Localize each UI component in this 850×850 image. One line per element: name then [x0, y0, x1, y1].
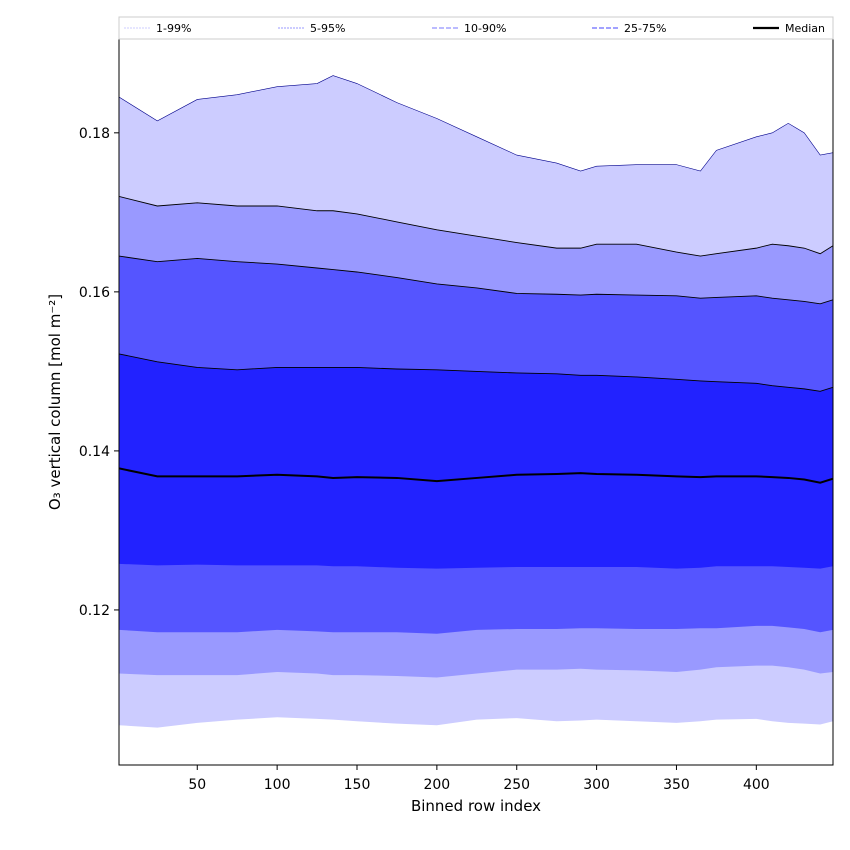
band-upper-edge-10-90% [119, 255, 833, 305]
x-tick-label: 250 [503, 777, 530, 793]
x-axis: 50 100 150 200 250 300 350 400 [188, 765, 770, 793]
median-line [119, 467, 833, 484]
x-tick-label: 50 [188, 777, 206, 793]
legend: 1-99% 5-95% 10-90% 25-75% Median [118, 16, 834, 40]
x-tick-label: 350 [663, 777, 690, 793]
legend-label-10-90%: 10-90% [464, 22, 506, 35]
x-tick-label: 200 [423, 777, 450, 793]
y-tick-label: 0.12 [79, 603, 110, 619]
plot-content [119, 75, 833, 728]
legend-label-25-75%: 25-75% [624, 22, 666, 35]
band-upper-edge-5-95% [119, 196, 833, 257]
legend-frame [118, 16, 834, 40]
legend-label-1-99%: 1-99% [156, 22, 191, 35]
band-25-75% [119, 353, 833, 569]
x-tick-label: 150 [344, 777, 371, 793]
band-upper-edge-25-75% [119, 353, 833, 392]
plot-area [118, 38, 834, 766]
x-tick-label: 100 [264, 777, 291, 793]
y-tick-label: 0.18 [79, 126, 110, 142]
legend-label-Median: Median [785, 22, 825, 35]
y-tick-label: 0.16 [79, 285, 110, 301]
y-axis-label: O₃ vertical column [mol m⁻²] [46, 294, 64, 510]
band-upper-edge-1-99% [119, 75, 833, 172]
y-tick-label: 0.14 [79, 444, 110, 460]
x-tick-label: 400 [743, 777, 770, 793]
x-tick-label: 300 [583, 777, 610, 793]
y-axis: 0.12 0.14 0.16 0.18 [79, 126, 119, 619]
legend-label-5-95%: 5-95% [310, 22, 345, 35]
x-axis-label: Binned row index [411, 797, 541, 815]
